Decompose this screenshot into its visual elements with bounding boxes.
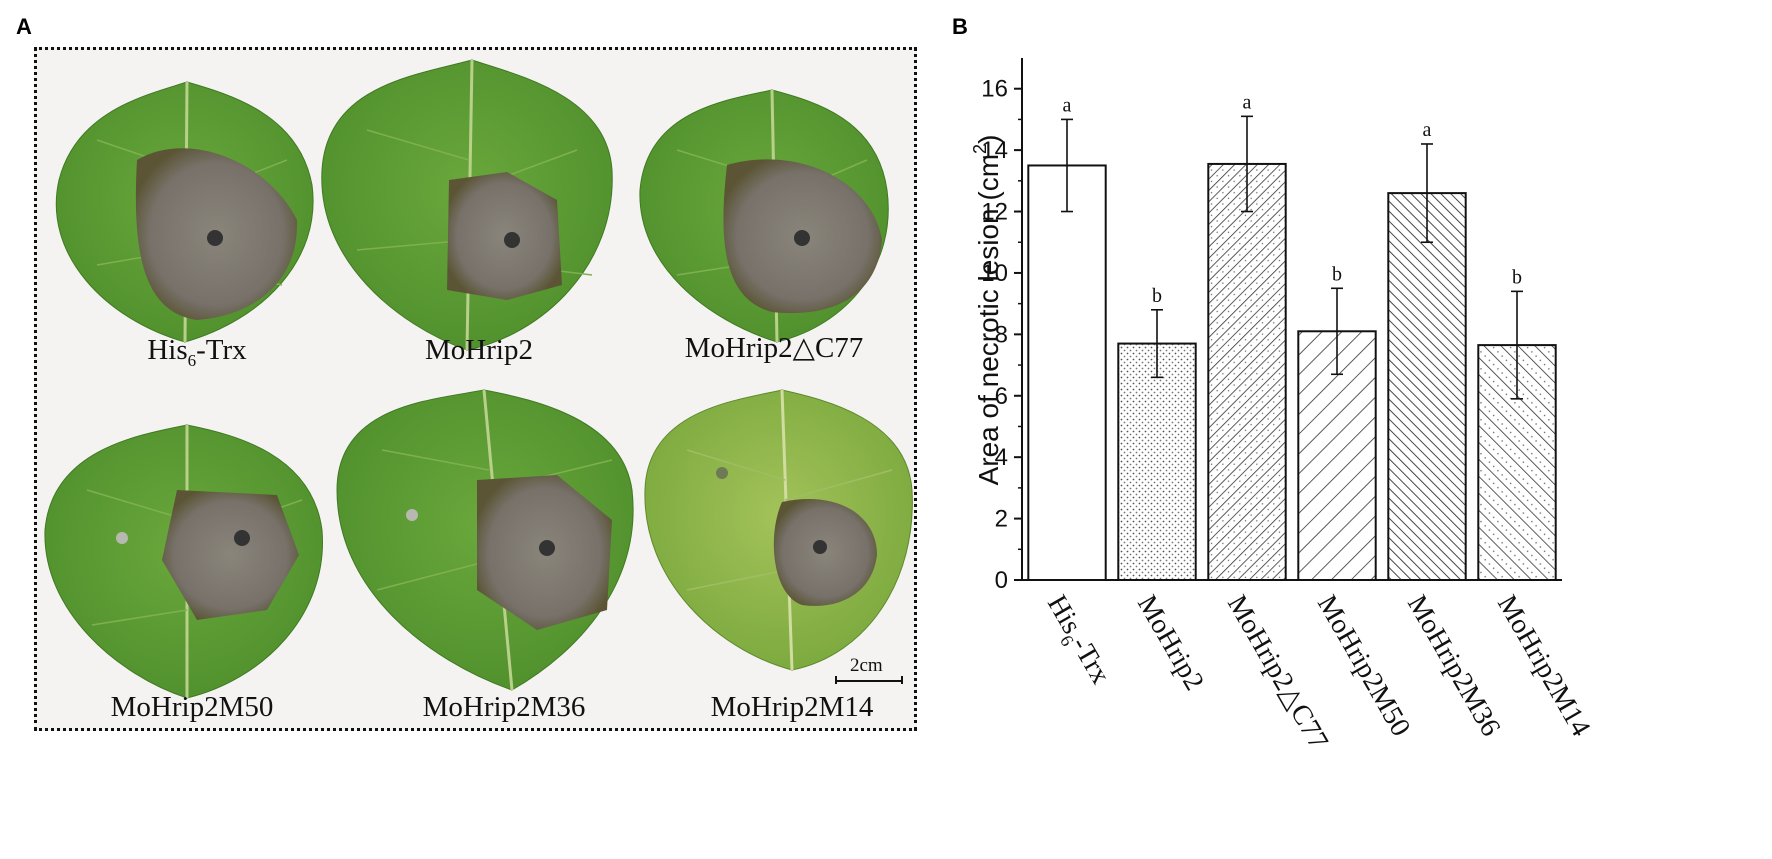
category-label: MoHrip2M36 (1401, 590, 1506, 742)
leaf-4 (44, 424, 323, 699)
bars: a b a b a b (1027, 91, 1557, 582)
leaf-6 (644, 389, 913, 671)
y-tick-label: 2 (995, 506, 1008, 533)
bar (1117, 342, 1197, 581)
panel-a-letter: A (16, 14, 32, 39)
significance-label: a (1243, 91, 1252, 113)
leaf-label-mohrip2m50: MoHrip2M50 (110, 691, 274, 723)
y-axis-title: Area of necrotic lesion (cm2) (970, 135, 1004, 486)
significance-label: b (1152, 285, 1162, 307)
leaf-label-mohrip2m14: MoHrip2M14 (710, 691, 874, 723)
bar (1027, 164, 1107, 582)
leaf-label-mohrip2: MoHrip2 (425, 334, 533, 366)
leaf-label-mohrip2-c77: MoHrip2△C77 (684, 332, 864, 364)
panel-b-letter: B (952, 14, 968, 39)
leaf-3 (639, 89, 889, 343)
y-tick-label: 6 (995, 383, 1008, 410)
bar (1387, 192, 1467, 581)
y-tick-label: 8 (995, 321, 1008, 348)
y-axis: 0 2 4 6 8 10 12 14 16 (981, 58, 1562, 594)
category-labels: His6-Trx MoHrip2 MoHrip2△C77MoHrip2M50MoHr… (1037, 590, 1596, 755)
category-label: MoHrip2M50 (1311, 590, 1416, 742)
significance-label: a (1063, 94, 1072, 116)
y-tick-label: 14 (981, 137, 1008, 164)
scale-bar-label: 2cm (850, 655, 883, 676)
y-tick-label: 0 (995, 567, 1008, 594)
leaf-photo-panel: His6-Trx MoHrip2 MoHrip2△C77 MoHrip2M50 … (34, 47, 917, 731)
category-label: MoHrip2M14 (1491, 590, 1596, 742)
significance-label: b (1512, 266, 1522, 288)
significance-label: b (1332, 263, 1342, 285)
y-tick-label: 10 (981, 260, 1008, 287)
y-tick-label: 4 (995, 444, 1008, 471)
category-label: MoHrip2 (1131, 590, 1210, 696)
category-label: His6-Trx (1037, 590, 1117, 692)
y-tick-label: 16 (981, 76, 1008, 103)
leaf-label-his6-trx: His6-Trx (147, 334, 247, 370)
leaf-5 (336, 389, 634, 691)
y-tick-label: 12 (981, 199, 1008, 226)
leaf-1 (55, 81, 314, 343)
leaf-photo-illustration (44, 59, 913, 699)
scale-bar (835, 676, 903, 684)
significance-label: a (1423, 119, 1432, 141)
leaf-label-mohrip2m36: MoHrip2M36 (422, 691, 586, 723)
bar (1207, 162, 1287, 581)
leaf-2 (321, 59, 613, 351)
